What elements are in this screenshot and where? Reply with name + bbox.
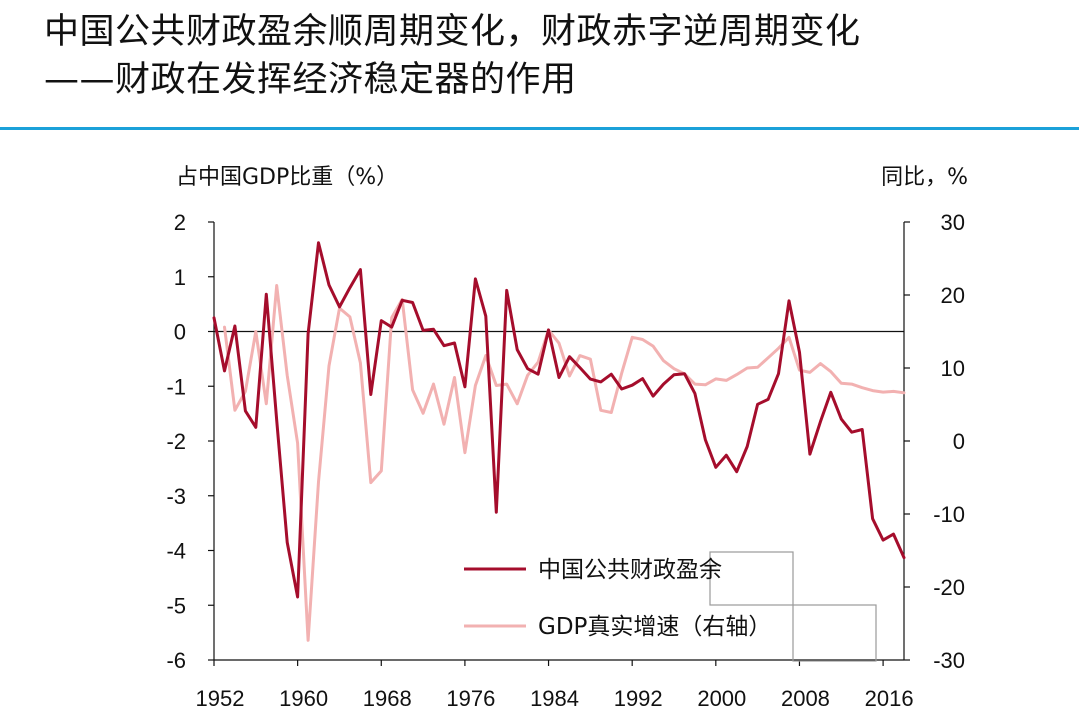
right-tick-label: 0	[953, 429, 965, 454]
legend-label-surplus: 中国公共财政盈余	[538, 557, 722, 583]
series-layer	[212, 241, 906, 642]
right-axis-label: 同比，%	[881, 165, 968, 190]
page-title: 中国公共财政盈余顺周期变化，财政赤字逆周期变化	[44, 12, 861, 52]
x-tick-label: 1984	[530, 686, 579, 711]
title-block: 中国公共财政盈余顺周期变化，财政赤字逆周期变化 ——财政在发挥经济稳定器的作用	[44, 8, 861, 104]
left-tick-label: -4	[166, 539, 186, 564]
left-axis-label: 占中国GDP比重（%）	[176, 165, 398, 190]
page-subtitle: ——财政在发挥经济稳定器的作用	[44, 60, 577, 100]
left-tick-label: 1	[174, 265, 186, 290]
left-tick-label: -6	[166, 648, 186, 673]
left-tick-label: -2	[166, 429, 186, 454]
x-tick-label: 1992	[614, 686, 663, 711]
left-tick-label: 0	[174, 320, 186, 345]
right-tick-label: -10	[933, 502, 965, 527]
x-tick-label: 1976	[446, 686, 495, 711]
legend-box-2	[792, 604, 877, 662]
x-tick-label: 1968	[363, 686, 412, 711]
left-tick-label: -3	[166, 484, 186, 509]
right-tick-label: -30	[933, 648, 965, 673]
x-tick-label: 2016	[865, 686, 914, 711]
right-tick-label: -20	[933, 575, 965, 600]
legend: 中国公共财政盈余 GDP真实增速（右轴）	[464, 551, 877, 662]
x-tick-label: 2000	[697, 686, 746, 711]
left-tick-label: -1	[166, 374, 186, 399]
right-tick-label: 20	[941, 283, 965, 308]
x-tick-label: 1952	[196, 686, 245, 711]
legend-label-gdp: GDP真实增速（右轴）	[538, 614, 771, 640]
right-tick-label: 30	[941, 210, 965, 235]
legend-box-1	[709, 551, 794, 606]
x-tick-label: 1960	[279, 686, 328, 711]
left-tick-label: -5	[166, 593, 186, 618]
left-tick-label: 2	[174, 210, 186, 235]
gdp-series-line	[223, 284, 906, 642]
surplus-series-line	[212, 241, 906, 599]
header-rule	[0, 127, 1079, 130]
right-tick-label: 10	[941, 356, 965, 381]
x-tick-label: 2008	[781, 686, 830, 711]
